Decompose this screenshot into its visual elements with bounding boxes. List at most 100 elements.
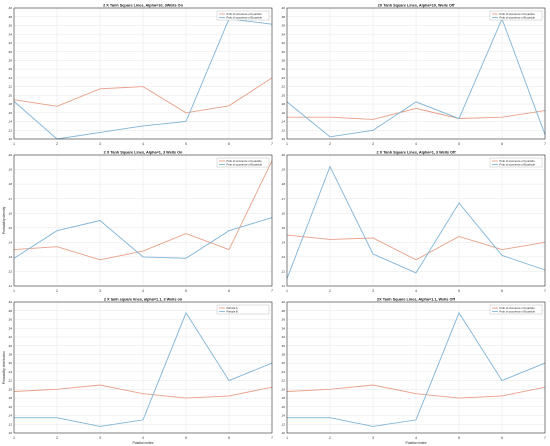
x-tick-label: 2 [329,289,331,293]
y-tick-label: .16 [281,111,286,115]
y-tick-label: .12 [281,128,286,132]
y-tick-label: .28 [281,353,286,357]
legend-label: Prob of occurence of A particle [500,12,536,16]
x-tick-label: 3 [372,142,374,146]
chart-panel-4: 1 2 3 4 5 6 7 .11 .12 .13 .14 .15 .16 .17 .18 .19 .20 2 X… [281,150,546,293]
plot-frame [286,154,546,287]
y-tick-label: .12 [8,128,13,132]
y-tick-label: .26 [281,361,286,365]
x-tick-label: 7 [544,289,546,293]
y-tick-label: .22 [8,379,13,383]
chart-title: 2 X Tanh Square Lines, Alpha=1, 3 Wells … [377,150,457,154]
y-tick-label: .10 [281,431,286,435]
y-tick-label: .34 [281,326,286,330]
y-tick-label: .18 [8,396,13,400]
y-tick-label: .34 [8,32,13,36]
y-tick-label: .28 [8,59,13,63]
legend-label: Prob of occurence of B particle [500,16,536,20]
chart-panel-1: 1 2 3 4 5 6 7 .10 .12 .14 .16 .18 .20 .22 .24 .26 .28 .30… [8,3,273,146]
x-tick-label: 3 [372,436,374,440]
chart-title: 2 X Tanh Square Lines, Alpha=1, 3 Wells … [104,150,183,154]
legend-label: Prob of occurence of B particle [227,16,263,20]
x-tick-label: 6 [228,142,230,146]
y-tick-label: .20 [8,387,13,391]
legend-box [489,157,543,168]
y-tick-label: .28 [8,353,13,357]
y-tick-label: .10 [8,137,13,141]
y-tick-label: .20 [8,153,13,157]
y-tick-label: .32 [281,335,286,339]
x-tick-label: 4 [142,289,144,293]
y-tick-label: .18 [8,102,13,106]
chart-title: 2X Tanh Square Lines, Alpha=1.1, Wells O… [377,297,456,301]
legend-label: Prob of occurence of A particle [227,159,263,163]
y-tick-label: .17 [8,197,13,201]
y-tick-label: .32 [8,41,13,45]
y-tick-label: .38 [281,309,286,313]
x-tick-label: 2 [56,289,58,293]
plot-frame [286,7,546,140]
y-tick-label: .30 [8,50,13,54]
x-tick-label: 1 [13,142,15,146]
y-tick-label: .34 [8,326,13,330]
y-tick-label: .22 [281,85,286,89]
y-tick-label: .30 [281,50,286,54]
x-tick-label: 7 [544,436,546,440]
legend-label: Prob of occurence of A particle [500,159,536,163]
legend-label: Particle A [227,306,238,310]
y-tick-label: .40 [8,300,13,304]
series-line-a [287,107,546,120]
legend-label: Prob of occurence of B particle [500,163,536,167]
y-tick-label: .40 [281,6,286,10]
series-line-b [286,165,546,279]
y-tick-label: .20 [8,93,13,97]
legend-box [216,304,270,315]
x-tick-label: 7 [271,142,273,146]
y-tick-label: .14 [281,240,286,244]
x-tick-label: 5 [185,436,187,440]
x-tick-label: 1 [286,142,288,146]
y-tick-label: .18 [281,396,286,400]
series-line-a [13,160,273,261]
x-axis-label: Position index [132,441,153,445]
x-tick-label: 6 [501,289,503,293]
y-tick-label: .11 [281,284,285,288]
y-tick-label: .36 [8,318,13,322]
chart-title: 2 X Tanh Square Lines, Alpha=10, 3Wells … [103,3,183,7]
series-line-a [13,384,273,399]
legend-label: Prob of occurence of B particle [227,163,263,167]
y-tick-label: .16 [8,111,13,115]
x-tick-label: 1 [13,436,15,440]
x-tick-label: 4 [142,142,144,146]
y-tick-label: .24 [8,370,13,374]
y-tick-label: .24 [8,76,13,80]
plot-frame [13,301,273,434]
x-tick-label: 3 [99,289,101,293]
chart-panel-6: 1 2 3 4 5 6 7 .10 .12 .14 .16 .18 .20 .22 .24 .26 .28 .30… [281,297,546,445]
y-tick-label: .18 [281,102,286,106]
y-tick-label: .24 [281,76,286,80]
x-tick-label: 3 [372,289,374,293]
x-tick-label: 1 [286,436,288,440]
series-line-a [286,234,546,261]
legend-label: Prob of occurence of B particle [500,310,536,314]
y-tick-label: .40 [8,6,13,10]
y-tick-label: .18 [281,182,286,186]
y-tick-label: .15 [8,226,13,230]
legend-label: Particle B [227,310,238,314]
x-tick-label: 4 [415,289,417,293]
y-tick-label: .28 [281,59,286,63]
y-tick-label: .12 [281,422,286,426]
y-tick-label: .38 [8,309,13,313]
y-tick-label: .14 [8,414,13,418]
y-tick-label: .16 [281,211,286,215]
x-tick-label: 4 [415,142,417,146]
chart-panel-2: 1 2 3 4 5 6 7 .10 .12 .14 .16 .18 .20 .22 .24 .26 .28 .30… [281,3,546,146]
y-tick-label: .13 [281,255,286,259]
y-tick-label: .26 [8,361,13,365]
y-axis-label: Probability distribution [2,351,6,384]
